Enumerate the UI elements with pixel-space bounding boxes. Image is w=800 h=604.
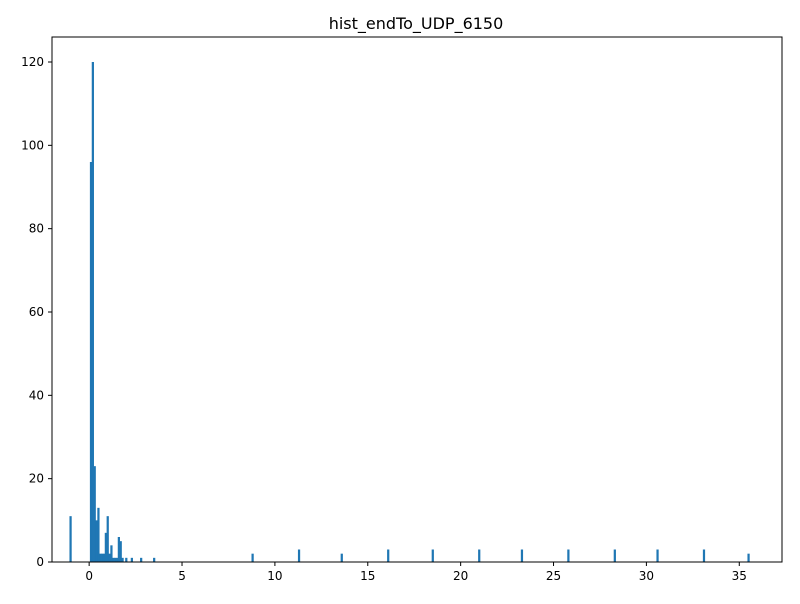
x-tick-label: 10	[267, 569, 282, 583]
y-tick-label: 120	[21, 55, 44, 69]
y-tick-label: 20	[29, 472, 44, 486]
histogram-bar	[99, 553, 102, 562]
histogram-bar	[387, 549, 390, 562]
x-tick-label: 5	[178, 569, 186, 583]
histogram-bar	[297, 549, 301, 562]
histogram-bar	[520, 549, 524, 562]
histogram-bar	[567, 549, 570, 562]
histogram-bar	[340, 553, 343, 562]
histogram-bar	[478, 549, 481, 562]
bars-group	[69, 62, 750, 562]
histogram-bar	[251, 553, 254, 562]
histogram-bar	[102, 553, 106, 562]
y-tick-label: 0	[36, 555, 44, 569]
histogram-bar	[153, 557, 156, 562]
y-tick-label: 40	[29, 388, 44, 402]
x-tick-label: 15	[360, 569, 375, 583]
y-tick-label: 80	[29, 222, 44, 236]
histogram-bar	[93, 466, 96, 562]
x-tick-label: 35	[732, 569, 747, 583]
histogram-bar	[121, 557, 124, 562]
histogram-bar	[89, 162, 93, 562]
histogram-bar	[125, 557, 128, 562]
histogram-bar	[119, 541, 122, 562]
histogram-bar	[117, 537, 120, 562]
chart-title: hist_endTo_UDP_6150	[329, 14, 504, 34]
y-tick-label: 60	[29, 305, 44, 319]
x-tick-label: 20	[453, 569, 468, 583]
histogram-bar	[95, 520, 98, 562]
histogram-bar	[112, 557, 115, 562]
histogram-bar	[69, 516, 72, 562]
axes-group: 0 5 10 15 20 25 30 35 0 20 40 60 80 100 120	[21, 36, 783, 583]
y-tick-label: 100	[21, 138, 44, 152]
histogram-bar	[130, 557, 133, 562]
histogram-bar	[140, 557, 143, 562]
plot-frame	[51, 36, 783, 563]
histogram-bar	[97, 507, 100, 562]
histogram-bar	[106, 516, 109, 562]
histogram-bar	[108, 553, 111, 562]
histogram-bar	[747, 553, 750, 562]
histogram-bar	[110, 545, 113, 562]
histogram-bar	[101, 553, 104, 562]
histogram-bar	[613, 549, 616, 562]
histogram-bar	[114, 557, 117, 562]
histogram-bar	[656, 549, 659, 562]
x-tick-label: 30	[639, 569, 654, 583]
x-tick-label: 25	[546, 569, 561, 583]
histogram-bar	[91, 62, 94, 562]
histogram-bar	[104, 532, 107, 562]
histogram-bar	[702, 549, 706, 562]
histogram-bar	[115, 557, 119, 562]
x-tick-label: 0	[85, 569, 93, 583]
histogram-bar	[431, 549, 434, 562]
